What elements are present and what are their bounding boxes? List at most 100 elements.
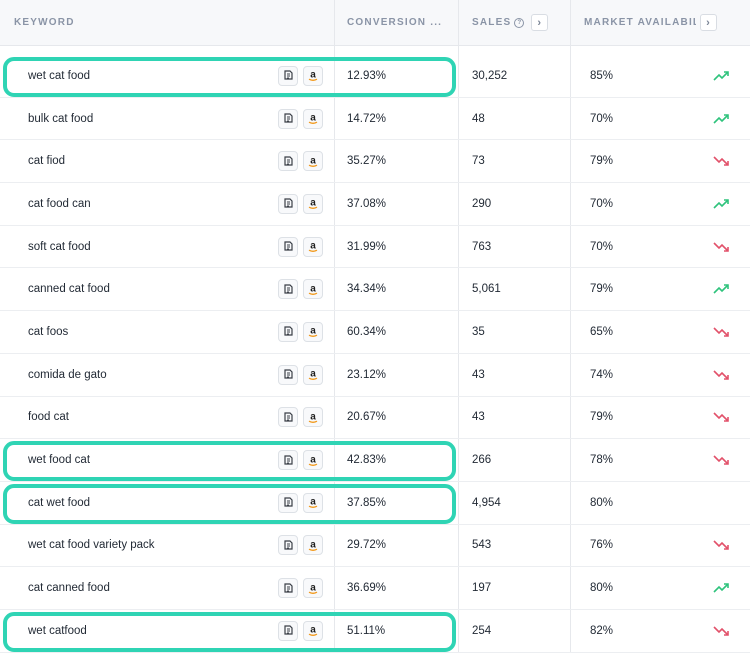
keyword-cell[interactable]: cat fiod bbox=[28, 155, 66, 168]
keyword-cell[interactable]: wet catfood bbox=[28, 624, 87, 637]
research-tool-icon[interactable] bbox=[278, 193, 298, 214]
svg-text:a: a bbox=[310, 113, 316, 124]
research-tool-icon[interactable] bbox=[278, 407, 298, 428]
sales-cell: 290 bbox=[472, 197, 492, 210]
conversion-cell: 42.83% bbox=[347, 454, 387, 467]
conversion-cell: 60.34% bbox=[347, 325, 387, 338]
table-row[interactable]: wet catfood a 51.11% 254 82% bbox=[0, 610, 750, 653]
research-tool-icon[interactable] bbox=[278, 535, 298, 556]
keyword-cell[interactable]: cat canned food bbox=[28, 582, 110, 595]
table-row[interactable]: cat canned food a 36.69% 197 80% bbox=[0, 567, 750, 610]
table-row[interactable]: canned cat food a 34.34% 5,061 79% bbox=[0, 268, 750, 312]
research-tool-icon[interactable] bbox=[278, 620, 298, 641]
sales-cell: 4,954 bbox=[472, 496, 501, 509]
table-row[interactable]: wet food cat a 42.83% 266 78% bbox=[0, 439, 750, 482]
table-row[interactable]: food cat a 20.67% 43 79% bbox=[0, 397, 750, 440]
availability-cell: 70% bbox=[590, 197, 614, 210]
research-tool-icon[interactable] bbox=[278, 279, 298, 300]
research-tool-icon[interactable] bbox=[278, 151, 298, 172]
table-row[interactable]: cat fiod a 35.27% 73 79% bbox=[0, 140, 750, 184]
table-row[interactable]: wet cat food variety pack a 29.72% 543 76% bbox=[0, 525, 750, 568]
availability-cell: 79% bbox=[590, 283, 614, 296]
trend-up-icon bbox=[713, 55, 731, 97]
availability-next-button[interactable]: › bbox=[700, 14, 717, 31]
amazon-icon[interactable]: a bbox=[303, 450, 323, 471]
research-tool-icon[interactable] bbox=[278, 492, 298, 513]
research-tool-icon[interactable] bbox=[278, 364, 298, 385]
amazon-icon[interactable]: a bbox=[303, 193, 323, 214]
availability-cell: 78% bbox=[590, 454, 614, 467]
info-icon[interactable]: ? bbox=[514, 17, 525, 28]
amazon-icon[interactable]: a bbox=[303, 108, 323, 129]
keyword-cell[interactable]: wet cat food bbox=[28, 69, 91, 82]
keyword-cell[interactable]: food cat bbox=[28, 411, 69, 424]
row-tools: a bbox=[278, 311, 328, 353]
column-header-availability[interactable]: MARKET AVAILABILITY › bbox=[584, 0, 750, 45]
research-tool-icon[interactable] bbox=[278, 236, 298, 257]
column-header-availability-label: MARKET AVAILABILITY bbox=[584, 17, 696, 28]
row-tools: a bbox=[278, 610, 328, 652]
research-tool-icon[interactable] bbox=[278, 65, 298, 86]
trend-up-icon bbox=[713, 268, 731, 310]
keyword-cell[interactable]: cat foos bbox=[28, 325, 69, 338]
sales-cell: 266 bbox=[472, 454, 492, 467]
svg-text:a: a bbox=[310, 582, 316, 593]
conversion-cell: 12.93% bbox=[347, 69, 387, 82]
table-row[interactable]: cat food can a 37.08% 290 70% bbox=[0, 183, 750, 226]
svg-text:a: a bbox=[310, 497, 316, 508]
column-header-sales[interactable]: SALES ? › bbox=[472, 0, 549, 45]
svg-text:a: a bbox=[310, 539, 316, 550]
table-row[interactable]: comida de gato a 23.12% 43 74% bbox=[0, 354, 750, 397]
keyword-cell[interactable]: comida de gato bbox=[28, 368, 107, 381]
column-header-keyword[interactable]: KEYWORD bbox=[14, 0, 75, 45]
svg-text:a: a bbox=[310, 454, 316, 465]
sales-cell: 43 bbox=[472, 368, 485, 381]
table-row[interactable]: wet cat food a 12.93% 30,252 85% bbox=[0, 55, 750, 98]
research-tool-icon[interactable] bbox=[278, 578, 298, 599]
research-tool-icon[interactable] bbox=[278, 321, 298, 342]
sales-next-button[interactable]: › bbox=[531, 14, 549, 31]
amazon-icon[interactable]: a bbox=[303, 620, 323, 641]
research-tool-icon[interactable] bbox=[278, 450, 298, 471]
keyword-cell[interactable]: wet food cat bbox=[28, 454, 91, 467]
research-tool-icon[interactable] bbox=[278, 108, 298, 129]
amazon-icon[interactable]: a bbox=[303, 578, 323, 599]
availability-cell: 79% bbox=[590, 411, 614, 424]
column-header-conversion[interactable]: CONVERSION ... bbox=[347, 0, 455, 45]
availability-cell: 82% bbox=[590, 624, 614, 637]
conversion-cell: 34.34% bbox=[347, 283, 387, 296]
availability-cell: 80% bbox=[590, 496, 614, 509]
trend-down-icon bbox=[713, 525, 731, 567]
keyword-cell[interactable]: soft cat food bbox=[28, 240, 91, 253]
availability-cell: 80% bbox=[590, 582, 614, 595]
conversion-cell: 29.72% bbox=[347, 539, 387, 552]
amazon-icon[interactable]: a bbox=[303, 535, 323, 556]
conversion-cell: 36.69% bbox=[347, 582, 387, 595]
trend-down-icon bbox=[713, 610, 731, 652]
amazon-icon[interactable]: a bbox=[303, 151, 323, 172]
table-row[interactable]: soft cat food a 31.99% 763 70% bbox=[0, 226, 750, 269]
availability-cell: 79% bbox=[590, 155, 614, 168]
row-tools: a bbox=[278, 183, 328, 225]
keyword-cell[interactable]: canned cat food bbox=[28, 283, 110, 296]
amazon-icon[interactable]: a bbox=[303, 407, 323, 428]
trend-down-icon bbox=[713, 354, 731, 396]
keyword-cell[interactable]: cat food can bbox=[28, 197, 91, 210]
amazon-icon[interactable]: a bbox=[303, 364, 323, 385]
amazon-icon[interactable]: a bbox=[303, 492, 323, 513]
amazon-icon[interactable]: a bbox=[303, 65, 323, 86]
trend-down-icon bbox=[713, 439, 731, 481]
amazon-icon[interactable]: a bbox=[303, 279, 323, 300]
keyword-cell[interactable]: cat wet food bbox=[28, 496, 91, 509]
svg-text:a: a bbox=[310, 369, 316, 380]
row-tools: a bbox=[278, 268, 328, 310]
amazon-icon[interactable]: a bbox=[303, 321, 323, 342]
table-row[interactable]: cat wet food a 37.85% 4,954 80% bbox=[0, 482, 750, 525]
svg-text:a: a bbox=[310, 326, 316, 337]
keyword-cell[interactable]: wet cat food variety pack bbox=[28, 539, 155, 552]
trend-down-icon bbox=[713, 397, 731, 439]
amazon-icon[interactable]: a bbox=[303, 236, 323, 257]
table-row[interactable]: bulk cat food a 14.72% 48 70% bbox=[0, 98, 750, 141]
table-row[interactable]: cat foos a 60.34% 35 65% bbox=[0, 311, 750, 354]
keyword-cell[interactable]: bulk cat food bbox=[28, 112, 94, 125]
